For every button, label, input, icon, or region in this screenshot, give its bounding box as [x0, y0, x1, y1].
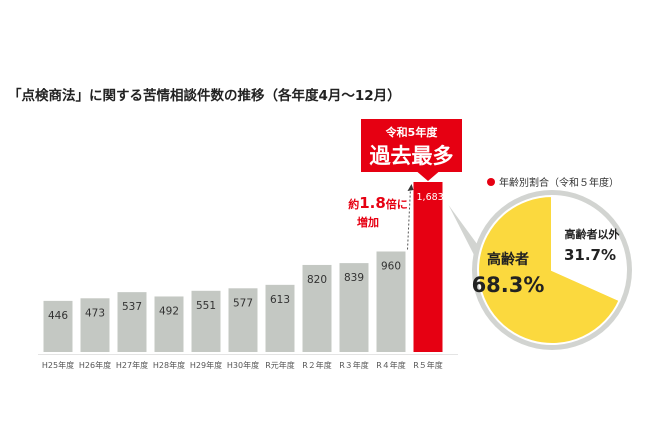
pie-label: 高齢者以外 [565, 227, 620, 241]
data-label: 537 [122, 301, 142, 313]
callout-box [361, 119, 462, 172]
tick-label: H29年度 [190, 360, 222, 370]
bar [43, 300, 73, 352]
bar [339, 263, 369, 352]
tick-label: R４年度 [376, 360, 406, 370]
increase-arrow-line [407, 187, 411, 250]
bar [154, 296, 184, 352]
increase-note: 約1.8倍に [348, 194, 408, 212]
baseline-shadow [38, 354, 458, 355]
tick-label: H30年度 [227, 360, 259, 370]
bar [413, 182, 443, 352]
tick-label: H25年度 [42, 360, 74, 370]
tick-label: H28年度 [153, 360, 185, 370]
increase-note-line2: 増加 [357, 215, 379, 229]
tick-label: R５年度 [413, 360, 443, 370]
tick-label: R２年度 [302, 360, 332, 370]
data-label: 839 [344, 272, 364, 284]
bar [228, 288, 258, 352]
data-label: 1,683 [417, 192, 444, 203]
tick-label: H26年度 [79, 360, 111, 370]
bar [302, 264, 332, 352]
data-label: 820 [307, 274, 327, 286]
data-label: 613 [270, 294, 290, 306]
pie-title: 年齢別割合（令和５年度） [499, 176, 619, 189]
data-label: 492 [159, 305, 179, 317]
pie-slices-group [477, 194, 627, 345]
bar [117, 292, 147, 352]
increase-arrow-head [407, 184, 414, 191]
pie-value: 31.7% [564, 246, 616, 264]
legend-dot [487, 178, 495, 186]
callout-subtitle: 令和5年度 [385, 125, 439, 139]
tick-label: R元年度 [265, 360, 295, 370]
data-label: 473 [85, 307, 105, 319]
data-label: 446 [48, 310, 68, 322]
chart-title: 「点検商法」に関する苦情相談件数の推移（各年度4月～12月） [8, 88, 401, 104]
pie-label: 高齢者 [487, 251, 529, 268]
bar [191, 290, 221, 352]
tick-label: H27年度 [116, 360, 148, 370]
bar [376, 251, 406, 352]
data-label: 960 [381, 260, 401, 272]
pie-slice [477, 194, 621, 345]
pie-value: 68.3% [472, 273, 545, 297]
callout-pointer [417, 172, 439, 181]
bar [80, 298, 110, 352]
pie-slice [551, 194, 627, 302]
tick-label: R３年度 [339, 360, 369, 370]
callout-headline: 過去最多 [370, 144, 454, 168]
data-label: 551 [196, 300, 216, 312]
bar [265, 284, 295, 352]
data-label: 577 [233, 297, 253, 309]
